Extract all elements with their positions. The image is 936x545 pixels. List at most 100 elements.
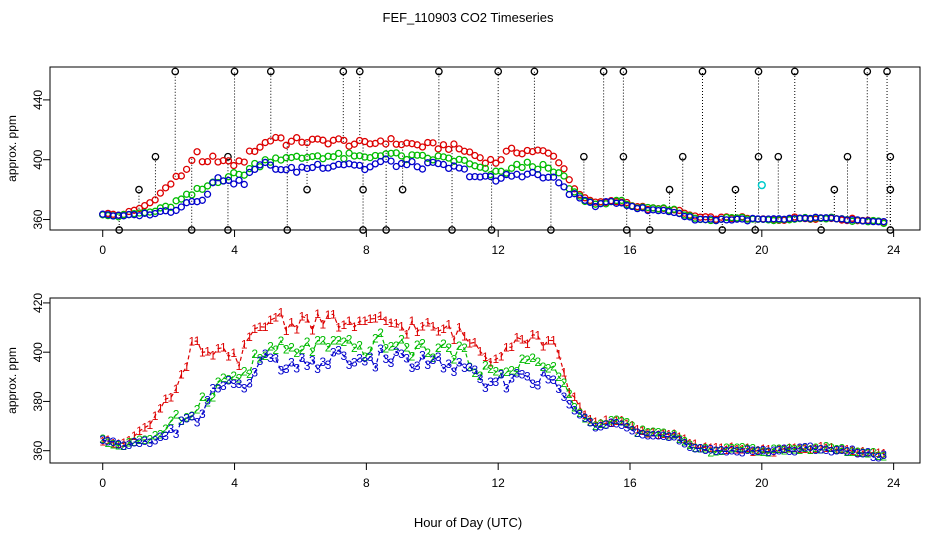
series-3-marker: 3 xyxy=(545,372,552,386)
series-1-marker: 1 xyxy=(157,402,164,416)
series-3-point xyxy=(224,176,233,185)
series-1-marker: 1 xyxy=(236,359,243,373)
spike-point xyxy=(230,67,239,76)
series-1-marker: 1 xyxy=(713,441,720,455)
series-3-marker: 3 xyxy=(807,440,814,454)
series-1-marker: 1 xyxy=(561,366,568,380)
series-3-marker: 3 xyxy=(241,382,248,396)
series-1-marker: 1 xyxy=(681,432,688,446)
series-3-point xyxy=(859,217,867,225)
series-1-point xyxy=(340,136,348,145)
series-2-marker: 2 xyxy=(571,401,578,415)
series-3-marker: 3 xyxy=(639,427,646,441)
series-1-marker: 1 xyxy=(692,437,699,451)
series-3-point xyxy=(822,214,830,222)
series-1-marker: 1 xyxy=(765,443,772,457)
series-3-marker: 3 xyxy=(183,411,190,425)
series-1-marker: 1 xyxy=(508,340,515,354)
series-1-point xyxy=(502,147,510,155)
series-1-point xyxy=(513,149,521,157)
series-1-marker: 1 xyxy=(414,325,421,339)
series-3-point xyxy=(801,214,809,222)
series-2-marker: 2 xyxy=(823,440,830,454)
series-2-point xyxy=(434,152,442,160)
series-3-marker: 3 xyxy=(529,377,536,391)
series-2-marker: 2 xyxy=(372,332,379,346)
series-2-marker: 2 xyxy=(849,445,856,459)
series-1-marker: 1 xyxy=(734,442,741,456)
series-3-marker: 3 xyxy=(278,363,285,377)
x-tick-label: 8 xyxy=(363,476,370,490)
series-1-marker: 1 xyxy=(356,314,363,328)
series-2-marker: 2 xyxy=(304,335,311,349)
series-1-marker: 1 xyxy=(718,441,725,455)
series-2-marker: 2 xyxy=(440,337,447,351)
spike-point xyxy=(678,152,687,161)
series-3-marker: 3 xyxy=(576,407,583,421)
series-1-marker: 1 xyxy=(283,324,290,338)
series-3-marker: 3 xyxy=(262,347,269,361)
series-3-point xyxy=(392,162,400,171)
series-3-marker: 3 xyxy=(377,342,384,356)
series-3-point xyxy=(544,173,552,181)
series-3-marker: 3 xyxy=(650,429,657,443)
series-1-point xyxy=(151,196,159,204)
spike-point xyxy=(886,185,895,194)
series-1-marker: 1 xyxy=(110,437,117,451)
series-2-marker: 2 xyxy=(178,414,185,428)
series-1-point xyxy=(177,172,186,180)
x-tick-label: 8 xyxy=(363,243,370,257)
series-2-point xyxy=(418,151,427,160)
series-1-point xyxy=(324,140,332,148)
series-3-marker: 3 xyxy=(330,346,337,360)
series-2-marker: 2 xyxy=(225,373,232,387)
series-1-point xyxy=(209,152,217,160)
series-2-marker: 2 xyxy=(230,369,237,383)
series-1-marker: 1 xyxy=(797,442,804,456)
series-1-point xyxy=(497,156,505,164)
series-2-marker: 2 xyxy=(597,417,604,431)
series-3-marker: 3 xyxy=(603,418,610,432)
series-2-marker: 2 xyxy=(320,334,327,348)
series-1-point xyxy=(518,150,526,158)
series-3-marker: 3 xyxy=(152,434,159,448)
series-3-point xyxy=(880,217,888,226)
series-3-point xyxy=(817,214,825,222)
series-3-point xyxy=(109,212,117,220)
series-3-marker: 3 xyxy=(215,382,222,396)
series-3-marker: 3 xyxy=(367,350,374,364)
series-1-marker: 1 xyxy=(188,335,195,349)
series-3-point xyxy=(864,217,872,225)
series-3-marker: 3 xyxy=(844,444,851,458)
series-1-point xyxy=(224,157,233,165)
series-2-marker: 2 xyxy=(807,443,814,457)
series-3-marker: 3 xyxy=(555,382,562,396)
series-2-point xyxy=(303,153,311,162)
series-1-marker: 1 xyxy=(393,317,400,331)
series-3-marker: 3 xyxy=(398,347,405,361)
series-2-point xyxy=(392,149,400,157)
series-3-marker: 3 xyxy=(728,444,735,458)
series-3-marker: 3 xyxy=(571,404,578,418)
series-1-marker: 1 xyxy=(513,330,520,344)
series-2-marker: 2 xyxy=(257,351,264,365)
series-3-point xyxy=(775,215,783,223)
spike-point xyxy=(843,152,852,161)
series-3-point xyxy=(471,172,479,181)
series-2-point xyxy=(324,152,332,160)
series-2-marker: 2 xyxy=(403,341,410,355)
series-2-marker: 2 xyxy=(765,445,772,459)
series-3-marker: 3 xyxy=(786,444,793,458)
spike-point xyxy=(886,152,895,161)
series-1-point xyxy=(560,165,568,173)
series-2-marker: 2 xyxy=(262,349,269,363)
series-2-marker: 2 xyxy=(472,366,479,380)
series-2-marker: 2 xyxy=(451,353,458,367)
series-2-marker: 2 xyxy=(561,376,568,390)
series-3-marker: 3 xyxy=(739,446,746,460)
series-3-marker: 3 xyxy=(760,443,767,457)
series-1-point xyxy=(172,172,180,181)
series-3-marker: 3 xyxy=(681,437,688,451)
series-3-point xyxy=(486,172,495,181)
series-2-marker: 2 xyxy=(797,443,804,457)
